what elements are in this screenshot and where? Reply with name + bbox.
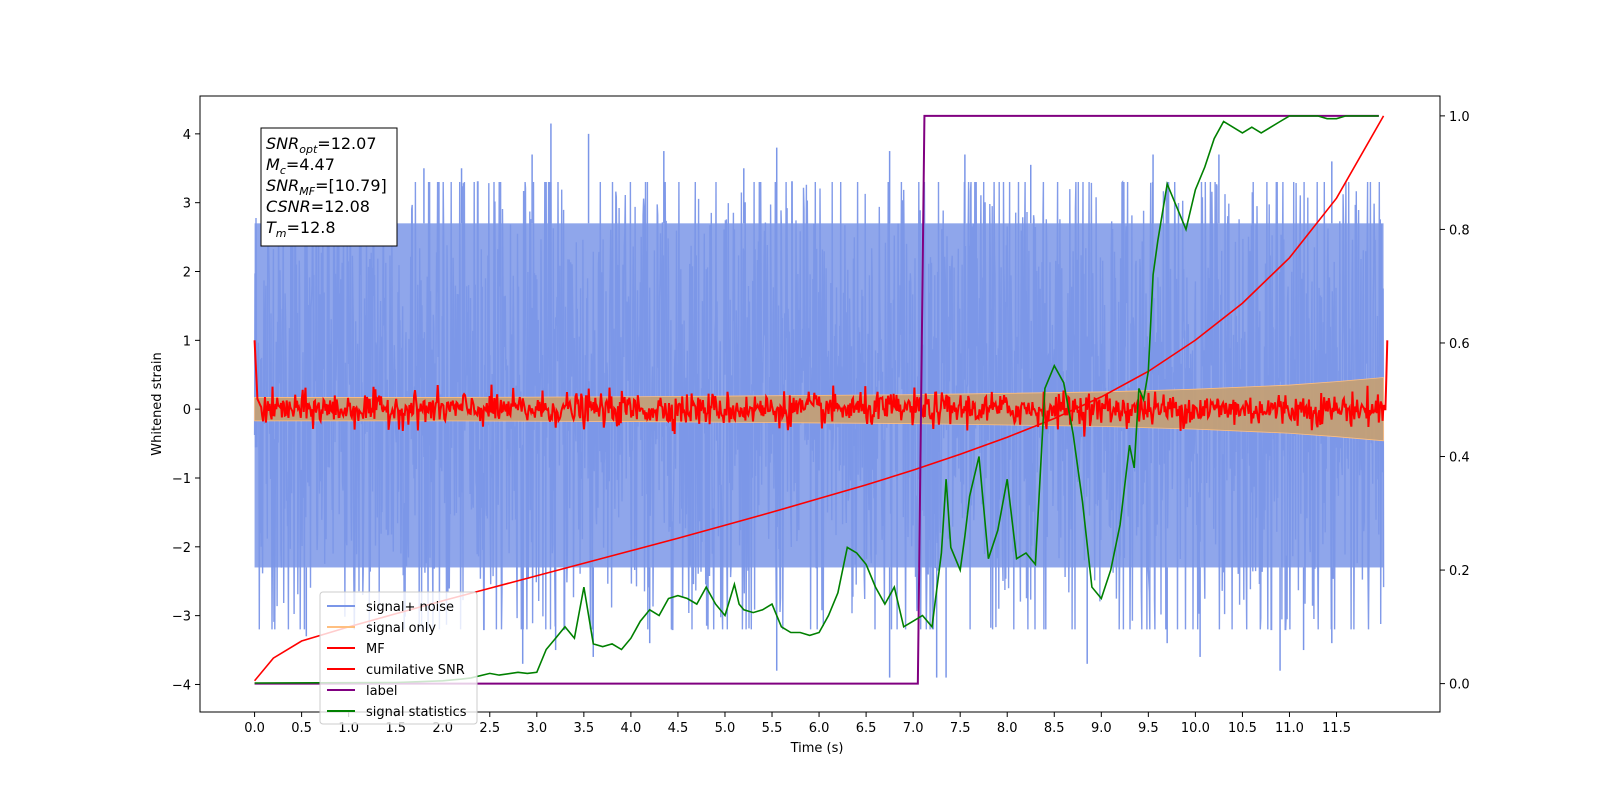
- x-tick-label: 8.5: [1044, 721, 1065, 736]
- legend: signal+ noise signal only MF cumilative SNR…: [319, 591, 478, 725]
- x-tick-label: 8.0: [997, 721, 1018, 736]
- legend-label: signal statistics: [366, 705, 467, 720]
- y2-axis-ticks: 1.0 0.8 0.6 0.4 0.2 0.0: [1440, 110, 1470, 693]
- signal-statistics-series: [254, 115, 1379, 684]
- label-line: [254, 114, 1379, 685]
- x-tick-label: 9.5: [1138, 721, 1159, 736]
- x-tick-label: 2.0: [432, 721, 453, 736]
- x-tick-label: 4.0: [621, 721, 642, 736]
- signal-only-series: [254, 377, 1384, 442]
- x-tick-label: 7.0: [903, 721, 924, 736]
- y-tick-label: 0: [183, 403, 191, 418]
- legend-label: MF: [366, 642, 385, 657]
- x-tick-label: 1.5: [385, 721, 406, 736]
- y-tick-label: −2: [172, 541, 191, 556]
- x-tick-label: 10.0: [1181, 721, 1210, 736]
- y-tick-label: −4: [172, 678, 191, 693]
- x-tick-label: 6.5: [856, 721, 877, 736]
- x-tick-label: 3.0: [526, 721, 547, 736]
- y2-tick-label: 0.8: [1449, 223, 1470, 238]
- y2-tick-label: 0.2: [1449, 564, 1470, 579]
- csnr-text: CSNR=12.08: [266, 197, 370, 216]
- y2-tick-label: 0.6: [1449, 337, 1470, 352]
- plot-content: [253, 114, 1389, 685]
- y2-tick-label: 0.0: [1449, 678, 1470, 693]
- x-tick-label: 5.0: [715, 721, 736, 736]
- x-axis-ticks: 0.0 0.5 1.0 1.5 2.0 2.5 3.0 3.5 4.0 4.5 5.0 5.5 6.0 6…: [244, 712, 1351, 736]
- y-axis-label: Whitened strain: [150, 352, 165, 455]
- mc-text: Mc=4.47: [266, 155, 335, 177]
- plot-frame: [199, 95, 1441, 713]
- legend-label: signal+ noise: [366, 600, 454, 615]
- mf-series: [253, 340, 1389, 437]
- x-tick-label: 11.0: [1275, 721, 1304, 736]
- x-tick-label: 0.5: [291, 721, 312, 736]
- mf-line: [253, 340, 1389, 437]
- signal-only-envelope: [254, 377, 1384, 442]
- snr-opt-text: SNRopt=12.07: [266, 134, 377, 156]
- tm-text: Tm=12.8: [266, 218, 336, 240]
- x-tick-label: 11.5: [1322, 721, 1351, 736]
- y-tick-label: 2: [183, 266, 191, 281]
- x-tick-label: 5.5: [762, 721, 783, 736]
- x-tick-label: 3.5: [574, 721, 595, 736]
- y-tick-label: 1: [183, 334, 191, 349]
- y-tick-label: −3: [172, 610, 191, 625]
- y-tick-label: 3: [183, 197, 191, 212]
- legend-label: label: [366, 684, 397, 699]
- y2-tick-label: 1.0: [1449, 110, 1470, 125]
- y2-tick-label: 0.4: [1449, 451, 1470, 466]
- snr-info-box: SNRopt=12.07 Mc=4.47 SNRMF=[10.79] CSNR=…: [260, 127, 398, 247]
- snr-mf-text: SNRMF=[10.79]: [266, 176, 387, 198]
- legend-label: cumilative SNR: [366, 663, 465, 678]
- y-tick-label: 4: [183, 128, 191, 143]
- legend-label: signal only: [366, 621, 436, 636]
- signal-statistics-line: [254, 115, 1379, 684]
- x-tick-label: 1.0: [338, 721, 359, 736]
- y-tick-label: −1: [172, 472, 191, 487]
- x-tick-label: 10.5: [1228, 721, 1257, 736]
- x-tick-label: 0.0: [244, 721, 265, 736]
- x-tick-label: 9.0: [1091, 721, 1112, 736]
- x-tick-label: 2.5: [479, 721, 500, 736]
- label-series: [254, 114, 1379, 685]
- x-tick-label: 7.5: [950, 721, 971, 736]
- x-tick-label: 6.0: [809, 721, 830, 736]
- x-axis-label: Time (s): [790, 741, 844, 756]
- y-axis-ticks: 4 3 2 1 0 −1 −2 −3 −4: [172, 128, 200, 693]
- x-tick-label: 4.5: [668, 721, 689, 736]
